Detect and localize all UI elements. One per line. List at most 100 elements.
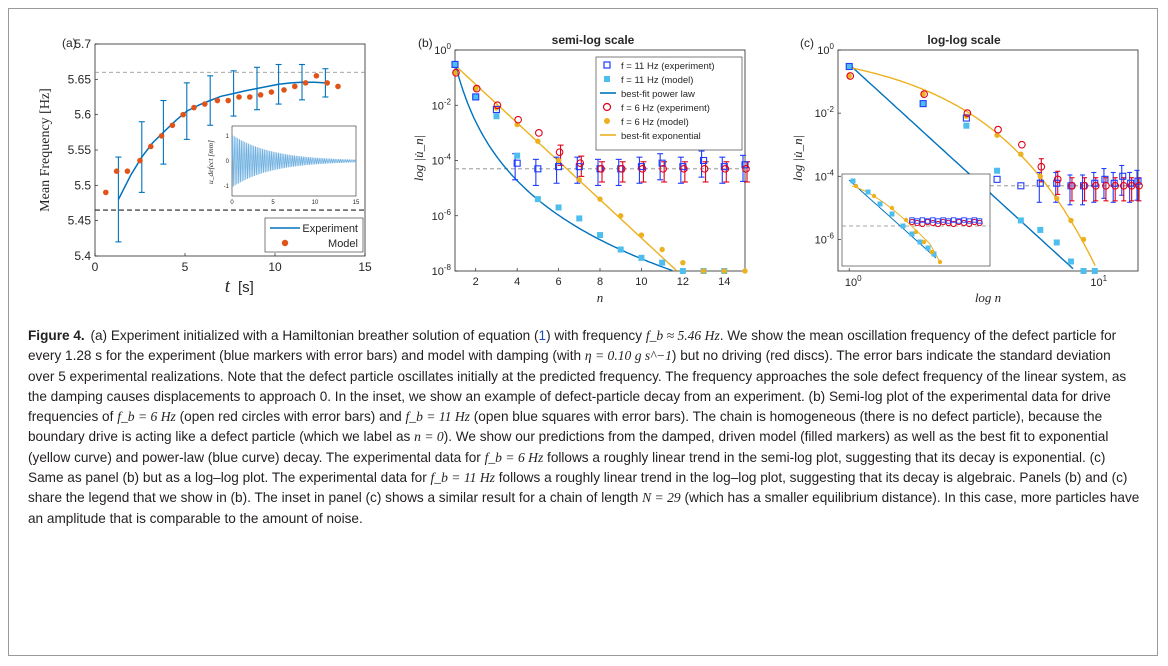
inset-f6-model-point	[871, 193, 877, 199]
f11-model-point	[452, 61, 458, 68]
f11-experiment-point	[845, 62, 853, 71]
xtick-label: 10	[268, 260, 282, 274]
legend-f11-model-swatch	[604, 76, 610, 82]
xtick-label: 15	[358, 260, 372, 274]
caption-N-expr: N = 29	[642, 490, 681, 506]
legend-f6-exp-swatch	[602, 102, 612, 112]
caption-fb6-expr: f_b = 6 Hz	[117, 409, 176, 425]
f11-experiment-point	[513, 159, 521, 167]
ytick-label: 5.65	[68, 72, 92, 86]
panel-c-title: log-log scale	[927, 33, 1001, 47]
f11-model-point	[963, 122, 970, 129]
inset-ytick: 1	[226, 134, 230, 140]
model-point	[335, 83, 341, 90]
f11-model-point	[679, 268, 686, 274]
f11-model-point	[1080, 268, 1087, 274]
panel-b-tag: (b)	[418, 36, 433, 50]
ytick-label: 10-6	[432, 208, 452, 223]
f6-experiment-point	[963, 109, 972, 117]
f6-model-point	[742, 268, 748, 274]
f6-experiment-point	[680, 164, 688, 173]
panel-a-xlabel-var: t	[225, 276, 231, 297]
legend-f6-model-label: f = 6 Hz (model)	[621, 117, 689, 128]
model-point	[113, 168, 120, 174]
model-point	[324, 80, 331, 86]
panel-b-series	[451, 60, 750, 274]
caption-equation-ref[interactable]: 1	[538, 328, 547, 343]
caption-text-10: (which has a smaller equilibrium distanc…	[28, 490, 1140, 526]
inset-f6-model-point	[937, 259, 943, 265]
panel-b-legend-box	[595, 56, 743, 151]
inset-decay-signal	[231, 134, 357, 187]
inset-f11-model-point	[925, 245, 931, 251]
inset-f11-experiment-point	[940, 217, 946, 223]
panel-a-legend-box	[264, 217, 364, 253]
f11-experiment-point	[919, 100, 927, 108]
inset-xtick: 0	[230, 200, 234, 206]
legend-model-swatch	[281, 239, 289, 247]
f11-model-point	[1053, 239, 1060, 246]
model-point	[191, 104, 197, 111]
f6-model-point	[452, 70, 458, 76]
model-point	[137, 157, 143, 164]
inset-xtick: 5	[271, 200, 275, 206]
inset-f11-experiment-point	[914, 218, 920, 224]
xtick-label: 101	[1090, 274, 1107, 289]
f6-experiment-point	[1053, 175, 1062, 184]
model-point	[313, 73, 320, 79]
f11-model-point	[1037, 226, 1044, 233]
xtick-label: 2	[473, 276, 479, 288]
inset-f11-model-point	[889, 211, 895, 217]
inset-f11-experiment-point	[976, 218, 983, 224]
f11-experiment-point	[534, 165, 542, 173]
legend-powerlaw-label: best-fit power law	[621, 89, 695, 100]
f6-model-point	[535, 138, 541, 144]
model-point	[257, 92, 264, 98]
caption-freq-expr: f_b ≈ 5.46 Hz	[645, 328, 720, 343]
inset-f11-model-point	[900, 223, 906, 229]
panel-a-xlabel: t [s]	[225, 276, 254, 297]
inset-xticks: 0 5 10 15	[230, 200, 360, 206]
inset-f11-model-point	[850, 178, 856, 184]
ytick-label: 10-6	[815, 231, 835, 246]
power-law-fit-curve	[454, 62, 673, 272]
caption-fb6-expr-2: f_b = 6 Hz	[484, 449, 544, 465]
panel-a-inset: u_defect [mm] 0 5 10 15 1 0 -1	[206, 125, 360, 206]
f11-model-point	[576, 215, 583, 222]
legend-f6-model-swatch	[604, 118, 610, 124]
xtick-label: 8	[597, 276, 603, 288]
f11-model-point	[1017, 217, 1024, 224]
inset-f6-model-point	[929, 249, 935, 255]
f6-experiment-point	[493, 101, 502, 110]
inset-markers	[850, 178, 983, 265]
panel-c-xlabel: log n	[975, 290, 1001, 305]
f6-experiment-point	[514, 115, 522, 124]
legend-f6-exp-label: f = 6 Hz (experiment)	[621, 103, 710, 114]
inset-xtick: 15	[353, 200, 360, 206]
f6-experiment-point	[535, 129, 543, 137]
f6-model-point	[555, 157, 562, 164]
model-point	[158, 133, 165, 139]
f11-experiment-point	[555, 163, 563, 171]
caption-label: Figure 4.	[28, 328, 85, 343]
caption-text-3: . We show the mean oscillation frequency…	[28, 328, 1117, 364]
ytick-label: 10-4	[432, 153, 452, 168]
f11-experiment-point	[1134, 177, 1142, 185]
f11-model-point	[514, 152, 521, 159]
inset-f6-experiment-point	[966, 220, 973, 228]
inset-f11-experiment-point	[930, 217, 936, 223]
model-point	[268, 89, 275, 95]
f11-experiment-point	[700, 156, 708, 165]
f6-experiment-point	[1135, 181, 1143, 190]
inset-f11-experiment-point	[924, 218, 931, 224]
f6-experiment-point	[1127, 181, 1136, 190]
legend-f11-model-label: f = 11 Hz (model)	[621, 75, 693, 86]
panel-a-xticks: 0 5 10 15	[92, 253, 372, 274]
experiment-curve	[117, 81, 326, 200]
f6-experiment-point	[452, 68, 460, 77]
model-point	[247, 94, 253, 100]
f6-experiment-point	[597, 164, 605, 173]
caption-eta-expr: η = 0.10 g s^−1	[584, 348, 672, 364]
inset-f11-experiment-point	[919, 217, 926, 223]
f6-experiment-point	[1080, 181, 1089, 190]
